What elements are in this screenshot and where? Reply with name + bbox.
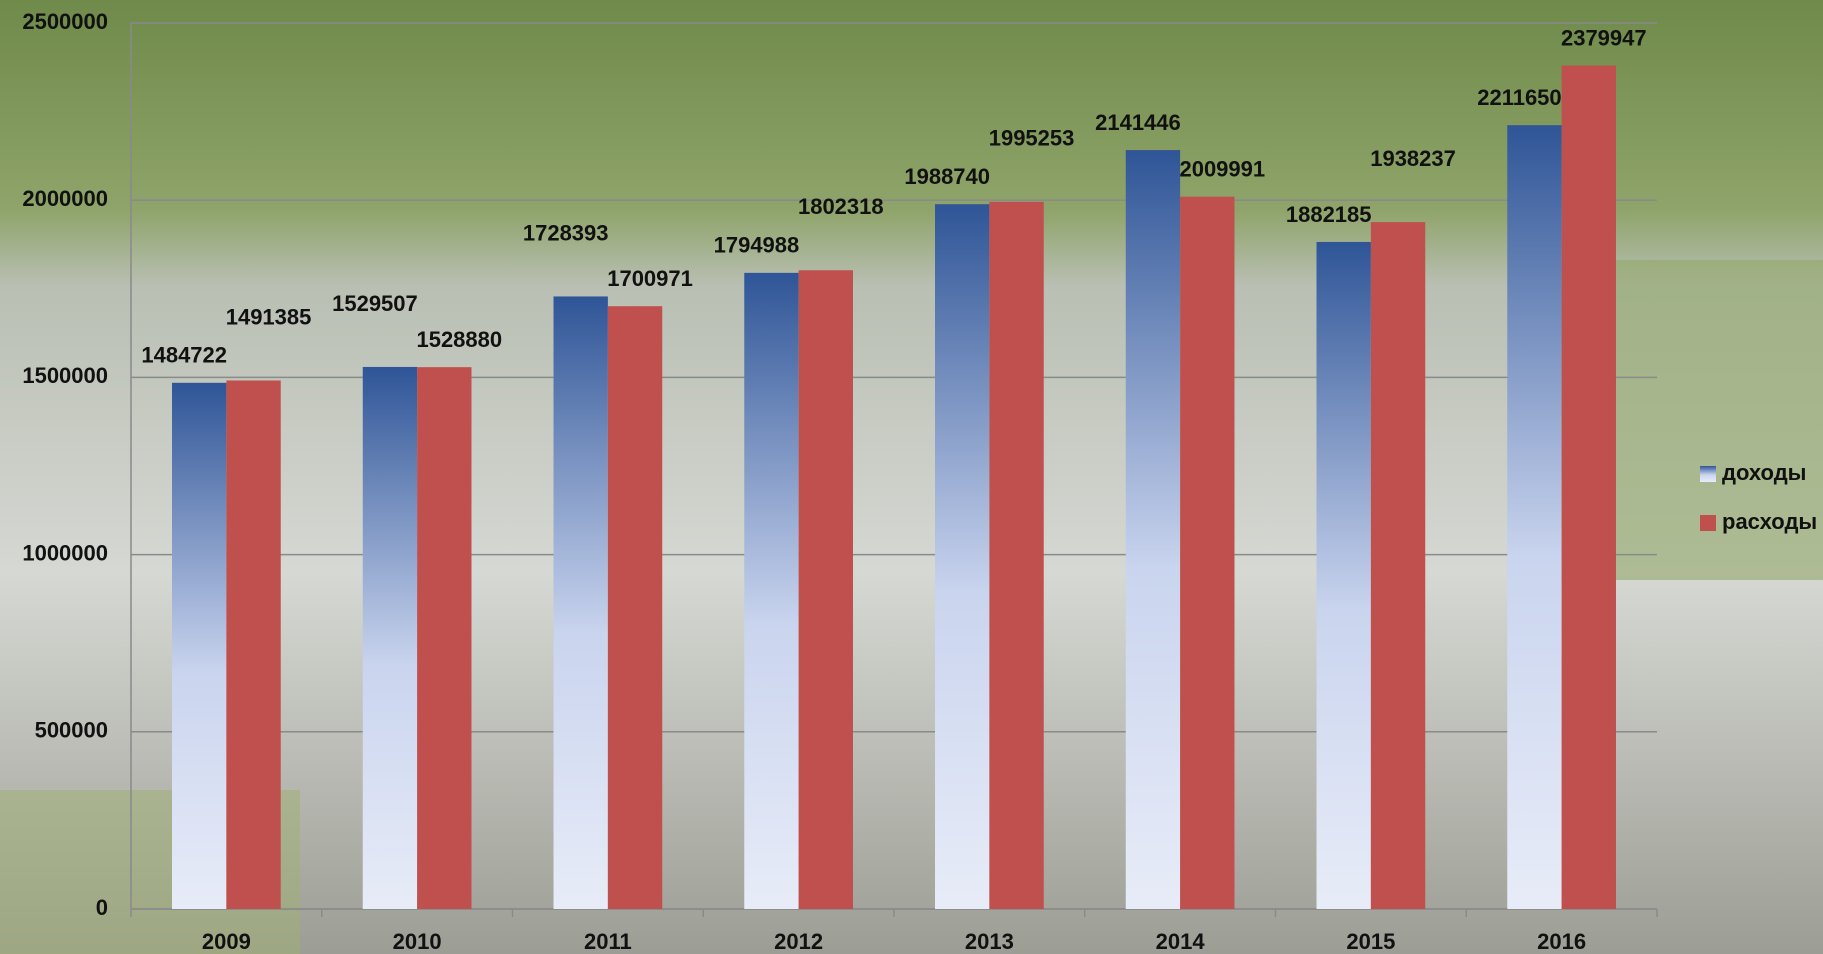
data-label: 2211650 <box>1477 85 1561 110</box>
legend-swatch <box>1700 466 1716 482</box>
data-label: 2379947 <box>1561 25 1647 50</box>
data-label: 1794988 <box>714 233 800 258</box>
chart: 0 500000 1000000 1500000 2000000 2500000 2009 1… <box>0 0 1823 954</box>
legend-swatch <box>1700 515 1716 531</box>
x-tick-label: 2009 <box>202 929 251 954</box>
bar <box>172 383 226 909</box>
y-tick-label: 1000000 <box>22 540 108 565</box>
legend-label: доходы <box>1722 460 1806 485</box>
data-label: 1995253 <box>989 126 1075 151</box>
bar <box>554 296 608 909</box>
y-tick-label: 2000000 <box>22 186 108 211</box>
y-tick-label: 1500000 <box>22 363 108 388</box>
bar <box>989 202 1043 909</box>
data-label: 1528880 <box>416 327 502 352</box>
x-tick-label: 2013 <box>965 929 1014 954</box>
x-tick-label: 2016 <box>1537 929 1586 954</box>
data-label: 1529507 <box>332 291 418 316</box>
bar <box>608 306 662 909</box>
data-label: 2009991 <box>1179 156 1265 181</box>
data-label: 1882185 <box>1286 202 1372 227</box>
data-label: 1802318 <box>798 194 884 219</box>
bar <box>226 380 280 909</box>
bar <box>1371 222 1425 909</box>
y-tick-label: 500000 <box>35 718 108 743</box>
bar <box>1507 125 1561 909</box>
bar <box>1317 242 1371 909</box>
data-label: 1728393 <box>523 220 609 245</box>
bar <box>1126 150 1180 909</box>
bar <box>1180 197 1234 909</box>
bar <box>799 270 853 909</box>
data-label: 1700971 <box>607 266 693 291</box>
bar <box>363 367 417 909</box>
data-label: 2141446 <box>1095 110 1181 135</box>
bar <box>935 204 989 909</box>
y-tick-label: 2500000 <box>22 9 108 34</box>
x-tick-label: 2014 <box>1156 929 1206 954</box>
y-tick-label: 0 <box>96 895 108 920</box>
x-tick-label: 2012 <box>774 929 823 954</box>
legend-label: расходы <box>1722 509 1817 534</box>
bar <box>744 273 798 909</box>
data-label: 1484722 <box>141 343 227 368</box>
x-tick-label: 2015 <box>1346 929 1395 954</box>
data-label: 1491385 <box>226 304 312 329</box>
bar <box>417 367 471 909</box>
data-label: 1938237 <box>1370 146 1456 171</box>
x-tick-label: 2011 <box>584 929 632 954</box>
x-tick-label: 2010 <box>393 929 442 954</box>
bar <box>1562 66 1616 909</box>
data-label: 1988740 <box>904 164 990 189</box>
